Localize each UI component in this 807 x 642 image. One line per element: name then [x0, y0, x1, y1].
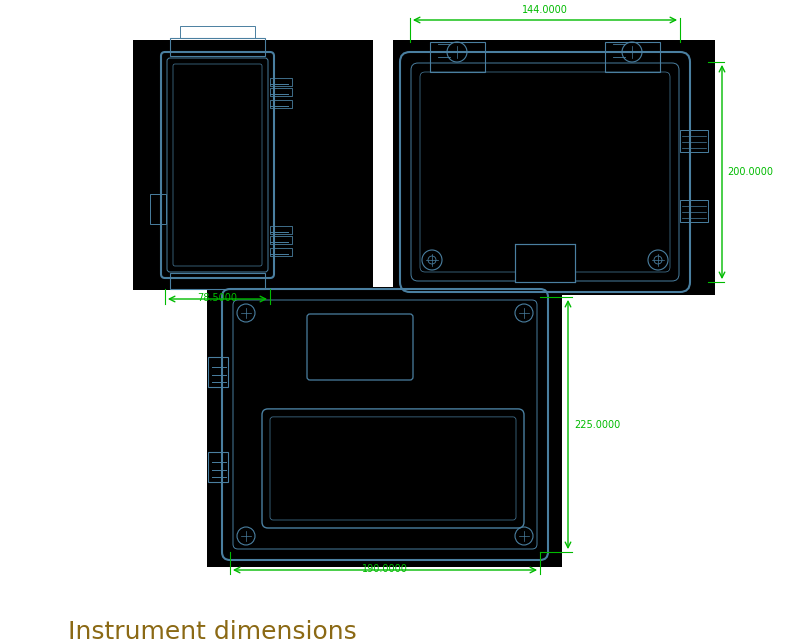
Bar — [180, 26, 255, 38]
Bar — [150, 194, 166, 224]
Bar — [170, 38, 265, 56]
Bar — [680, 130, 708, 152]
Bar — [208, 357, 228, 387]
Text: 200.0000: 200.0000 — [727, 167, 773, 177]
Text: 190.0000: 190.0000 — [362, 564, 408, 574]
Bar — [208, 452, 228, 482]
Bar — [207, 287, 562, 567]
Text: 78.5000: 78.5000 — [198, 293, 237, 303]
Text: Instrument dimensions: Instrument dimensions — [68, 620, 357, 642]
Bar — [430, 42, 485, 72]
Bar — [515, 244, 575, 282]
Bar — [270, 248, 292, 256]
Bar — [270, 88, 292, 96]
Bar — [133, 40, 373, 290]
Bar — [270, 226, 292, 234]
Bar — [270, 236, 292, 244]
Bar — [605, 42, 660, 72]
Bar — [680, 200, 708, 222]
Bar — [393, 40, 715, 295]
Text: 144.0000: 144.0000 — [522, 5, 568, 15]
Bar — [170, 273, 265, 289]
Text: 225.0000: 225.0000 — [574, 419, 621, 429]
Bar — [270, 78, 292, 86]
Bar — [270, 100, 292, 108]
